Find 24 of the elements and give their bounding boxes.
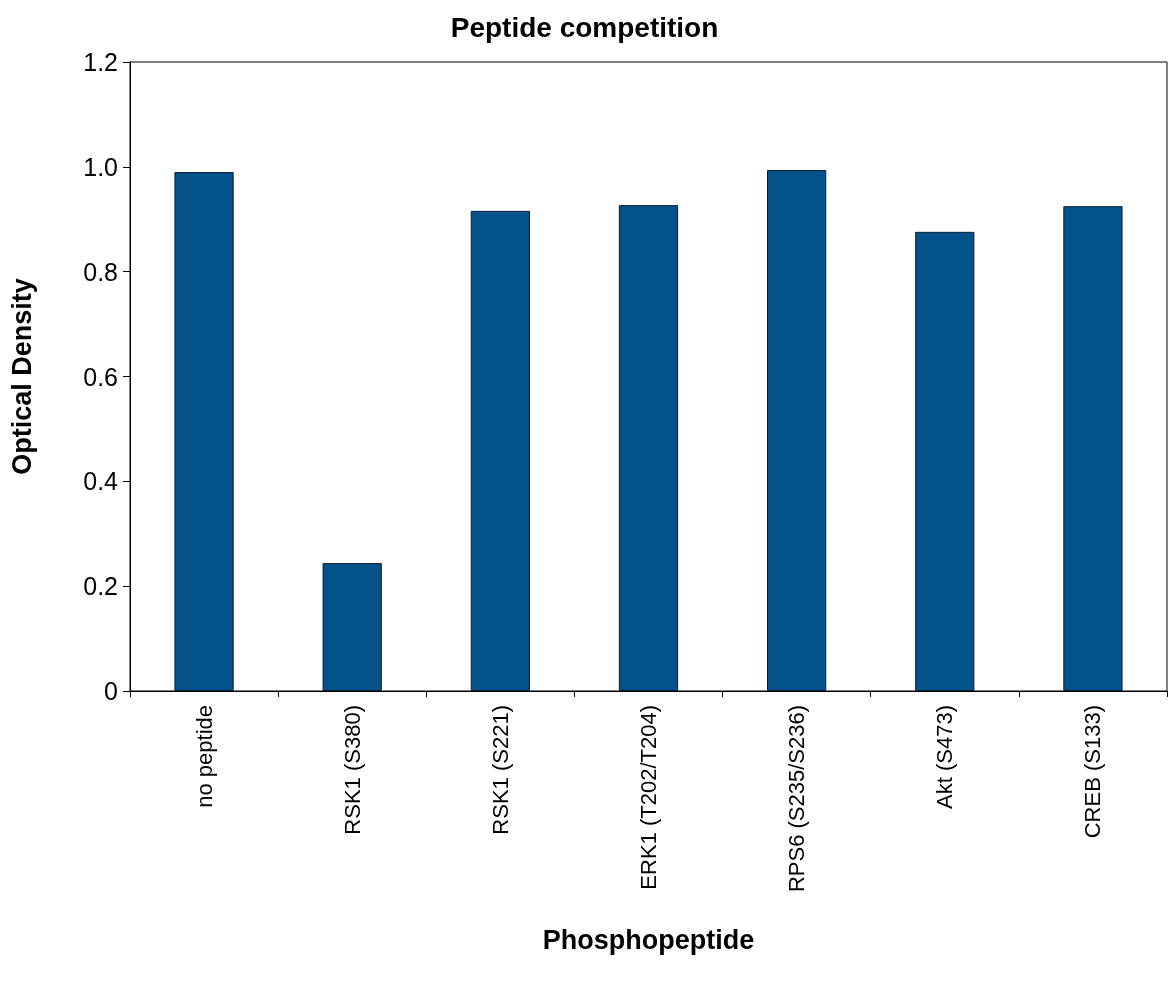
y-tick-label: 1.2 (83, 48, 118, 76)
y-tick-label: 0 (104, 677, 118, 705)
x-tick-label: ERK1 (T202/T204) (636, 705, 661, 890)
chart-title: Peptide competition (450, 11, 719, 43)
bar (470, 210, 530, 691)
x-tick-label: RSK1 (S221) (487, 705, 513, 835)
x-tick-label: RSK1 (S380) (339, 705, 365, 835)
bar (618, 205, 679, 691)
y-tick-label: 0.2 (83, 572, 118, 601)
y-tick-label: 0.8 (83, 257, 118, 286)
y-tick-label: 1.0 (83, 152, 118, 181)
y-axis-title: Optical Density (6, 278, 37, 475)
x-tick-label: RPS6 (S235/S236) (784, 705, 810, 893)
bar (174, 172, 234, 691)
bar (322, 563, 382, 691)
bar (767, 169, 827, 691)
x-tick-label: Akt (S473) (932, 705, 958, 809)
y-tick-label: 0.4 (83, 467, 119, 496)
bar (1063, 206, 1123, 691)
y-tick-label: 0.6 (83, 362, 118, 391)
x-tick-label: no peptide (191, 705, 217, 808)
x-axis-title: Phosphopeptide (542, 924, 755, 955)
bar (915, 231, 975, 691)
x-tick-label: CREB (S133) (1080, 705, 1106, 839)
